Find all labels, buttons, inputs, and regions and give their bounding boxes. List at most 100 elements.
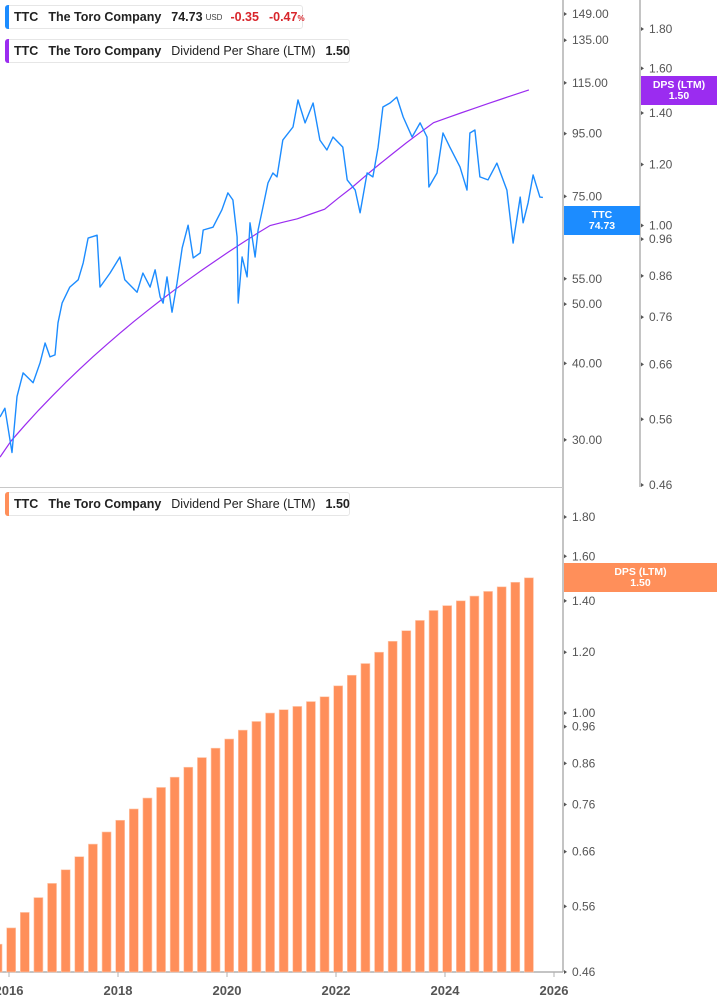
x-tick-label: 2022 — [322, 983, 351, 998]
legend-change-pct: -0.47% — [269, 10, 305, 24]
legend-dps-top[interactable]: TTC The Toro Company Dividend Per Share … — [5, 39, 350, 63]
price-tick-mark — [564, 131, 567, 136]
dps-top-tick-mark — [641, 362, 644, 367]
dps-bottom-badge: DPS (LTM) 1.50 — [564, 563, 717, 592]
legend-color-swatch — [5, 492, 9, 516]
dps-top-tick-mark — [641, 66, 644, 71]
dps-top-badge-label: DPS (LTM) — [652, 78, 706, 91]
dps-bar — [183, 766, 194, 973]
dps-bar — [210, 747, 221, 973]
dps-bar — [60, 869, 71, 973]
legend-change: -0.35 — [230, 10, 259, 24]
dps-bottom-badge-label: DPS (LTM) — [614, 565, 667, 578]
dps-bottom-tick-label: 1.60 — [572, 549, 596, 563]
dps-top-tick-mark — [641, 110, 644, 115]
dps-line — [0, 89, 530, 458]
dps-top-tick-label: 0.96 — [649, 232, 673, 246]
dps-bar — [469, 595, 480, 973]
dps-top-tick-label: 0.86 — [649, 269, 673, 283]
dps-bar — [0, 943, 3, 973]
dps-bar — [6, 927, 16, 973]
legend-price-value: 74.73 — [171, 10, 203, 24]
dps-top-tick-mark — [641, 162, 644, 167]
dps-top-tick-mark — [641, 273, 644, 278]
dps-bottom-tick-mark — [564, 904, 567, 909]
dps-bar — [374, 651, 384, 973]
dps-bottom-tick-label: 1.40 — [572, 594, 596, 608]
dps-bar — [278, 709, 289, 973]
price-tick-mark — [564, 302, 567, 307]
price-tick-mark — [564, 80, 567, 85]
price-tick-mark — [564, 276, 567, 281]
dps-bottom-tick-mark — [564, 650, 567, 655]
dps-bottom-tick-label: 0.96 — [572, 720, 596, 734]
dps-bottom-tick-mark — [564, 598, 567, 603]
dps-bar — [74, 856, 85, 973]
price-badge: TTC 74.73 — [564, 206, 640, 235]
dps-bars — [0, 577, 534, 973]
dps-bottom-tick-label: 0.46 — [572, 965, 596, 979]
dps-bottom-tick-mark — [564, 849, 567, 854]
dps-top-tick-label: 1.00 — [649, 218, 673, 232]
dps-top-tick-label: 1.60 — [649, 61, 673, 75]
dps-bar — [333, 685, 343, 973]
dps-bottom-tick-label: 1.80 — [572, 510, 596, 524]
dps-bar — [129, 808, 139, 973]
dps-bar — [456, 600, 466, 973]
axis-ticks: 149.00 135.00 115.00 95.00 75.00 55.00 50.00 40… — [0, 7, 673, 998]
price-tick-label: 135.00 — [572, 33, 609, 47]
legend-dps-bottom[interactable]: TTC The Toro Company Dividend Per Share … — [5, 492, 350, 516]
price-tick-mark — [564, 437, 567, 442]
dps-bar — [510, 581, 521, 973]
dps-bar — [101, 831, 112, 973]
dps-bottom-tick-label: 1.00 — [572, 706, 596, 720]
price-badge-value: 74.73 — [588, 219, 616, 232]
dps-bar — [319, 696, 330, 973]
dps-bar — [169, 776, 180, 973]
dps-top-tick-label: 1.80 — [649, 22, 673, 36]
dps-bar — [47, 883, 57, 973]
dps-top-tick-label: 1.40 — [649, 106, 673, 120]
dps-bottom-tick-mark — [564, 711, 567, 716]
dps-bottom-tick-mark — [564, 761, 567, 766]
dps-bar — [224, 738, 234, 973]
price-tick-mark — [564, 38, 567, 43]
dps-bar — [483, 591, 493, 973]
dps-bar — [442, 605, 452, 973]
price-tick-label: 95.00 — [572, 127, 602, 141]
dps-top-tick-label: 0.56 — [649, 412, 673, 426]
x-tick-label: 2024 — [431, 983, 461, 998]
x-tick-label: 2016 — [0, 983, 23, 998]
price-tick-label: 50.00 — [572, 297, 602, 311]
dps-bar — [238, 729, 248, 973]
x-tick-label: 2020 — [213, 983, 242, 998]
dps-bottom-tick-mark — [564, 515, 567, 519]
dps-bar — [33, 897, 44, 973]
dps-top-tick-label: 0.46 — [649, 478, 673, 492]
legend-price[interactable]: TTC The Toro Company 74.73 USD -0.35 -0.… — [5, 5, 305, 29]
dps-top-tick-mark — [641, 237, 644, 242]
dps-bottom-tick-label: 0.56 — [572, 899, 596, 913]
legend-currency: USD — [205, 12, 223, 22]
dps-bottom-tick-mark — [564, 802, 567, 807]
dps-bottom-tick-label: 0.86 — [572, 756, 596, 770]
price-line — [0, 96, 543, 454]
dps-bar — [156, 787, 166, 973]
price-tick-label: 55.00 — [572, 272, 602, 286]
dps-bottom-tick-label: 1.20 — [572, 645, 596, 659]
dps-top-tick-mark — [641, 315, 644, 320]
x-tick-label: 2018 — [104, 983, 133, 998]
dps-bottom-tick-mark — [564, 724, 567, 729]
legend-metric: Dividend Per Share (LTM) — [171, 497, 316, 511]
dps-bar — [347, 674, 357, 973]
dps-bar — [292, 706, 303, 973]
dps-bottom-tick-label: 0.66 — [572, 845, 596, 859]
price-tick-mark — [564, 12, 567, 16]
dps-bar — [251, 721, 262, 973]
dps-bar — [115, 819, 125, 973]
legend-company: The Toro Company — [48, 497, 162, 511]
legend-company: The Toro Company — [48, 44, 162, 58]
dps-bar — [524, 577, 534, 973]
price-tick-label: 40.00 — [572, 356, 602, 370]
